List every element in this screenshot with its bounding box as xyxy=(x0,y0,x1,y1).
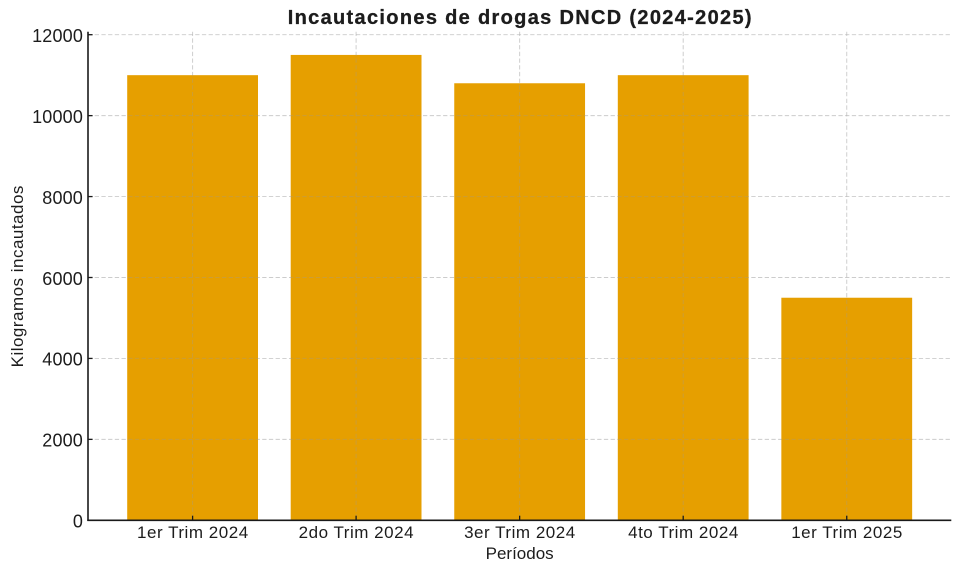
svg-text:4to Trim 2024: 4to Trim 2024 xyxy=(628,523,739,542)
svg-text:8000: 8000 xyxy=(42,188,83,208)
svg-text:6000: 6000 xyxy=(42,269,83,289)
svg-text:Kilogramos incautados: Kilogramos incautados xyxy=(8,185,27,367)
svg-text:1er Trim 2024: 1er Trim 2024 xyxy=(137,523,249,542)
svg-text:2000: 2000 xyxy=(42,431,83,451)
svg-text:3er Trim 2024: 3er Trim 2024 xyxy=(464,523,576,542)
svg-text:1er Trim 2025: 1er Trim 2025 xyxy=(791,523,903,542)
svg-text:Incautaciones de drogas DNCD (: Incautaciones de drogas DNCD (2024-2025) xyxy=(288,7,753,29)
svg-text:0: 0 xyxy=(73,512,83,532)
svg-text:4000: 4000 xyxy=(42,350,83,370)
svg-text:12000: 12000 xyxy=(32,26,83,46)
svg-text:Períodos: Períodos xyxy=(486,544,554,563)
svg-text:10000: 10000 xyxy=(32,107,83,127)
svg-text:2do Trim 2024: 2do Trim 2024 xyxy=(299,523,414,542)
